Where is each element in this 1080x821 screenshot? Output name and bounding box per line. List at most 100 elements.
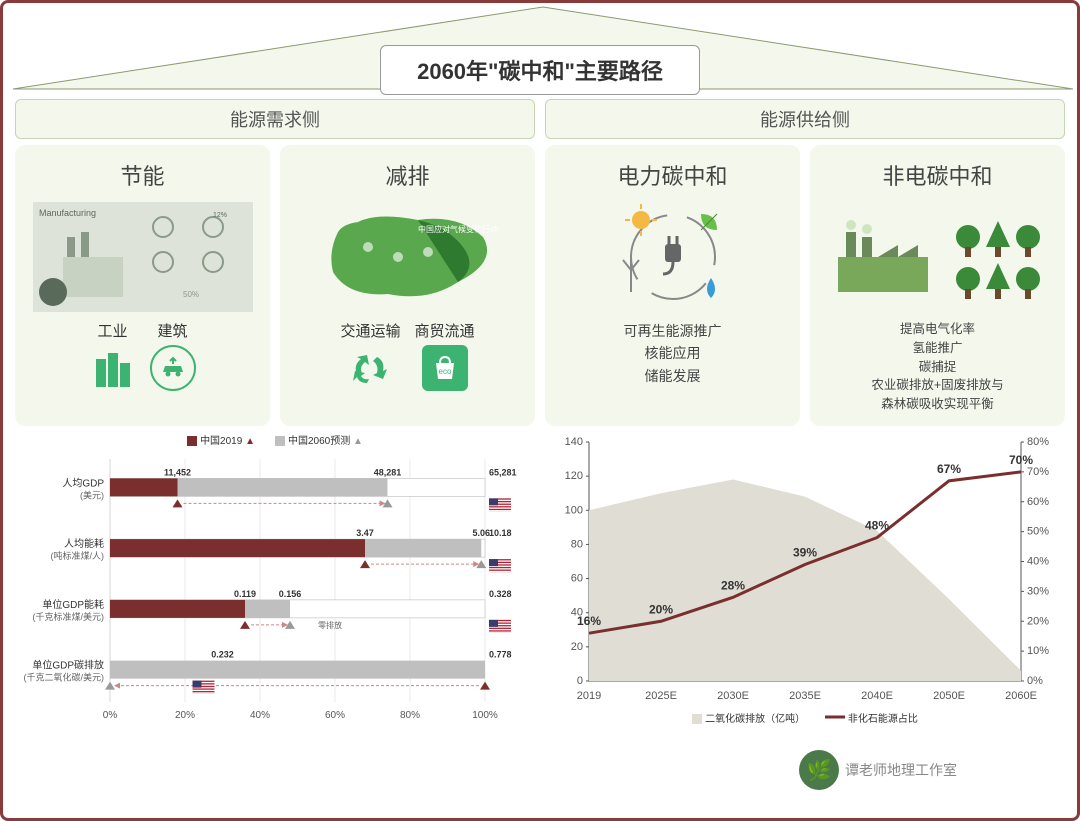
- elec-desc: 可再生能源推广 核能应用 储能发展: [624, 320, 722, 387]
- svg-text:2040E: 2040E: [861, 690, 893, 702]
- svg-text:2035E: 2035E: [789, 690, 821, 702]
- card-title: 减排: [385, 159, 429, 191]
- bar-legend: 中国2019 ▲ 中国2060预测 ▲: [15, 432, 535, 447]
- manufacturing-illus: Manufacturing 50% 12%: [23, 199, 262, 314]
- card-title: 节能: [120, 159, 164, 191]
- svg-text:2060E: 2060E: [1005, 690, 1037, 702]
- main-title: 2060年"碳中和"主要路径: [380, 45, 700, 95]
- svg-text:120: 120: [565, 470, 583, 482]
- sub-building: 建筑: [150, 320, 196, 391]
- watermark: 🌿 谭老师地理工作室: [799, 750, 957, 790]
- svg-text:Manufacturing: Manufacturing: [39, 208, 96, 218]
- card-elec: 电力碳中和 可再生能源推广 核能应用 储能发展: [545, 145, 800, 426]
- line-legend: 二氧化碳排放（亿吨） 非化石能源占比: [545, 710, 1065, 725]
- svg-text:3.47: 3.47: [356, 528, 374, 538]
- svg-text:60%: 60%: [1027, 496, 1049, 508]
- side-headers: 能源需求侧 能源供给侧: [3, 93, 1077, 145]
- svg-text:70%: 70%: [1027, 466, 1049, 478]
- line-chart-svg: 0204060801001201400%10%20%30%40%50%60%70…: [545, 432, 1065, 707]
- saving-subicons: 工业 建筑: [90, 320, 196, 391]
- svg-text:60%: 60%: [325, 710, 345, 721]
- svg-text:20%: 20%: [175, 710, 195, 721]
- reduce-subicons: 交通运输 商贸流通 eco: [340, 320, 474, 391]
- svg-text:50%: 50%: [1027, 525, 1049, 537]
- svg-text:67%: 67%: [937, 462, 961, 476]
- svg-text:20: 20: [571, 641, 583, 653]
- card-title: 电力碳中和: [617, 159, 727, 191]
- svg-text:20%: 20%: [1027, 615, 1049, 627]
- svg-text:65,281: 65,281: [489, 467, 517, 477]
- svg-text:eco: eco: [438, 367, 451, 376]
- svg-text:人均GDP: 人均GDP: [62, 477, 104, 489]
- svg-text:48%: 48%: [865, 518, 889, 532]
- sub-transport: 交通运输: [340, 320, 400, 391]
- svg-text:0.778: 0.778: [489, 649, 512, 659]
- svg-text:单位GDP碳排放: 单位GDP碳排放: [32, 658, 104, 671]
- svg-text:40%: 40%: [1027, 555, 1049, 567]
- recycle-icon: [347, 345, 393, 391]
- bar-chart: 中国2019 ▲ 中国2060预测 ▲ 0% 20% 40% 60% 80% 100% 人均…: [15, 432, 535, 726]
- svg-text:0.328: 0.328: [489, 589, 512, 599]
- supply-side-header: 能源供给侧: [545, 99, 1065, 139]
- factory-forest-icon: [818, 199, 1057, 314]
- svg-text:(千克二氧化碳/美元): (千克二氧化碳/美元): [24, 671, 105, 682]
- svg-text:140: 140: [565, 436, 583, 448]
- svg-text:16%: 16%: [577, 614, 601, 628]
- svg-text:0.156: 0.156: [279, 589, 302, 599]
- svg-text:(千克标准煤/美元): (千克标准煤/美元): [33, 611, 105, 622]
- svg-text:100: 100: [565, 504, 583, 516]
- svg-text:100%: 100%: [472, 710, 498, 721]
- svg-text:12%: 12%: [213, 212, 227, 219]
- demand-side-header: 能源需求侧: [15, 99, 535, 139]
- svg-text:60: 60: [571, 572, 583, 584]
- svg-text:80%: 80%: [1027, 436, 1049, 448]
- svg-text:0.232: 0.232: [211, 649, 234, 659]
- charts-row: 中国2019 ▲ 中国2060预测 ▲ 0% 20% 40% 60% 80% 100% 人均…: [3, 426, 1077, 734]
- svg-text:70%: 70%: [1009, 453, 1033, 467]
- svg-text:50%: 50%: [183, 290, 199, 299]
- svg-text:0.119: 0.119: [234, 589, 256, 599]
- svg-text:零排放: 零排放: [318, 620, 342, 630]
- ev-icon: [150, 345, 196, 391]
- svg-text:2050E: 2050E: [933, 690, 965, 702]
- sub-commerce: 商贸流通 eco: [415, 320, 475, 391]
- svg-text:80: 80: [571, 538, 583, 550]
- title-banner: 2060年"碳中和"主要路径: [3, 3, 1077, 93]
- line-chart: 0204060801001201400%10%20%30%40%50%60%70…: [545, 432, 1065, 726]
- svg-text:0: 0: [577, 675, 583, 687]
- card-saving: 节能 Manufacturing 50% 12% 工业: [15, 145, 270, 426]
- renewable-cycle-icon: [553, 199, 792, 314]
- svg-text:10%: 10%: [1027, 645, 1049, 657]
- svg-text:80%: 80%: [400, 710, 420, 721]
- card-reduce: 减排 中国应对气候变化行动 交通运输 商贸流通 eco: [280, 145, 535, 426]
- svg-text:28%: 28%: [721, 578, 745, 592]
- svg-text:2030E: 2030E: [717, 690, 749, 702]
- svg-text:40%: 40%: [250, 710, 270, 721]
- cards-row: 节能 Manufacturing 50% 12% 工业: [3, 145, 1077, 426]
- china-map-illus: 中国应对气候变化行动: [288, 199, 527, 314]
- svg-text:30%: 30%: [1027, 585, 1049, 597]
- card-title: 非电碳中和: [882, 159, 992, 191]
- svg-text:(美元): (美元): [80, 489, 104, 500]
- svg-text:2025E: 2025E: [645, 690, 677, 702]
- svg-text:5.06: 5.06: [472, 528, 490, 538]
- svg-text:11,452: 11,452: [164, 467, 191, 477]
- svg-text:39%: 39%: [793, 545, 817, 559]
- svg-text:0%: 0%: [103, 710, 118, 721]
- card-nonelec: 非电碳中和 提高电气化率 氢能推广 碳捕捉 农业碳排放+固废排放与 森林碳吸收实…: [810, 145, 1065, 426]
- bar-chart-svg: 0% 20% 40% 60% 80% 100% 人均GDP(美元) 11,452 48,281 6…: [15, 451, 535, 726]
- svg-text:0%: 0%: [1027, 675, 1043, 687]
- svg-text:48,281: 48,281: [374, 467, 402, 477]
- eco-bag-icon: eco: [422, 345, 468, 391]
- svg-text:人均能耗: 人均能耗: [64, 537, 104, 550]
- svg-text:10.18: 10.18: [489, 528, 512, 538]
- svg-text:2019: 2019: [577, 690, 601, 702]
- buildings-icon: [90, 345, 136, 391]
- svg-text:中国应对气候变化行动: 中国应对气候变化行动: [418, 224, 498, 234]
- nonelec-desc: 提高电气化率 氢能推广 碳捕捉 农业碳排放+固废排放与 森林碳吸收实现平衡: [871, 320, 1003, 414]
- avatar-icon: 🌿: [799, 750, 839, 790]
- svg-text:20%: 20%: [649, 602, 673, 616]
- svg-text:单位GDP能耗: 单位GDP能耗: [42, 598, 104, 611]
- svg-text:(吨标准煤/人): (吨标准煤/人): [51, 550, 105, 561]
- sub-industry: 工业: [90, 320, 136, 391]
